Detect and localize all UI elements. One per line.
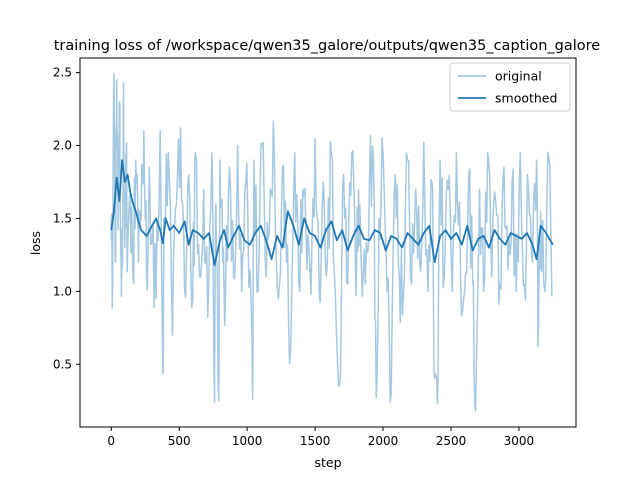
series-line-original — [110, 73, 553, 412]
plot-frame — [79, 57, 577, 428]
axes: 0 500 1000 1500 2000 2500 3000 0.5 1.0 1.5 2.0 2.5 — [53, 57, 577, 448]
series-line-smoothed — [110, 159, 554, 267]
legend-label-original: original — [495, 69, 542, 84]
legend-label-smoothed: smoothed — [495, 91, 557, 106]
y-axis-label: loss — [28, 231, 43, 255]
legend: original smoothed — [449, 62, 571, 112]
legend-box — [449, 62, 571, 112]
plot-area — [110, 73, 554, 412]
y-tick-label: 0.5 — [53, 357, 72, 371]
y-tick-label: 1.5 — [53, 211, 72, 225]
x-tick-label: 0 — [107, 434, 115, 448]
y-tick-label: 1.0 — [53, 284, 72, 298]
chart-title: training loss of /workspace/qwen35_galor… — [54, 38, 601, 54]
x-tick-label: 1500 — [300, 434, 331, 448]
y-tick-label: 2.5 — [53, 66, 72, 80]
x-tick-label: 1000 — [232, 434, 263, 448]
x-tick-label: 500 — [168, 434, 191, 448]
x-tick-label: 2000 — [368, 434, 399, 448]
x-axis-label: step — [314, 455, 341, 470]
x-tick-label: 2500 — [436, 434, 467, 448]
x-tick-label: 3000 — [504, 434, 535, 448]
y-tick-label: 2.0 — [53, 139, 72, 153]
